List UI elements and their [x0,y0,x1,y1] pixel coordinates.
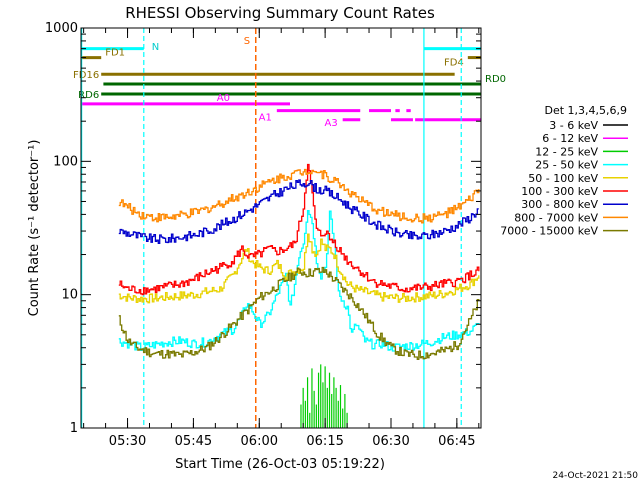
series-line-9 [118,266,480,360]
legend-entry-label: 7000 - 15000 keV [500,225,598,238]
legend-entry-label: 25 - 50 keV [535,159,598,172]
y-tick-label: 1 [70,421,78,436]
legend-entry-label: 100 - 300 keV [521,185,598,198]
flag-bar-label: FD4 [444,58,464,69]
legend-entry-label: 50 - 100 keV [528,172,598,185]
axes-layer: 1 10 100 1000 05:30 05:45 06:00 06:15 06:30 06:45 [45,21,481,449]
x-tick-label: 06:15 [306,434,343,449]
series-line-6 [118,163,480,296]
x-tick-label: 06:45 [438,434,475,449]
footer-timestamp: 24-Oct-2021 21:50 [553,471,639,480]
x-tick-label: 06:00 [241,434,278,449]
y-tick-label: 1000 [45,21,78,36]
series-layer [118,163,480,428]
legend-entry-label: 3 - 6 keV [549,119,598,132]
flag-bar-label: A0 [217,93,230,104]
flag-bar-label: FD16 [73,70,99,81]
flags-layer: FD1 FD4 FD16 RD0 RD6 A0 A1 A3 [73,47,506,129]
series-line-7 [118,179,479,244]
series-line-8 [118,168,480,224]
s-marker-label: S [244,36,250,47]
legend-entry-label: 12 - 25 keV [535,145,598,158]
x-tick-label: 06:30 [372,434,409,449]
plot-area-frame [80,27,482,429]
flag-bar-label: FD1 [105,48,125,59]
y-axis-label: Count Rate (s⁻¹ detector⁻¹) [27,140,42,317]
legend-entry-label: 800 - 7000 keV [514,211,598,224]
vertical-markers: NS [80,28,462,428]
flag-bar-label: A3 [324,118,337,129]
y-tick-label: 10 [61,288,78,303]
x-tick-label: 05:45 [175,434,212,449]
y-tick-label: 100 [53,154,78,169]
flag-bar-label: RD6 [78,90,99,101]
legend-entry-label: 6 - 12 keV [542,132,598,145]
chart-title: RHESSI Observing Summary Count Rates [125,4,435,22]
series-line-4 [118,210,480,352]
legend-title: Det 1,3,4,5,6,9 [544,104,627,117]
flag-bar-label: A1 [259,113,272,124]
x-tick-label: 05:30 [109,434,146,449]
flag-bar-label: RD0 [485,74,506,85]
cyan-marker-label: N [152,42,159,53]
x-axis-label: Start Time (26-Oct-03 05:19:22) [175,457,385,472]
legend-entry-label: 300 - 800 keV [521,198,598,211]
